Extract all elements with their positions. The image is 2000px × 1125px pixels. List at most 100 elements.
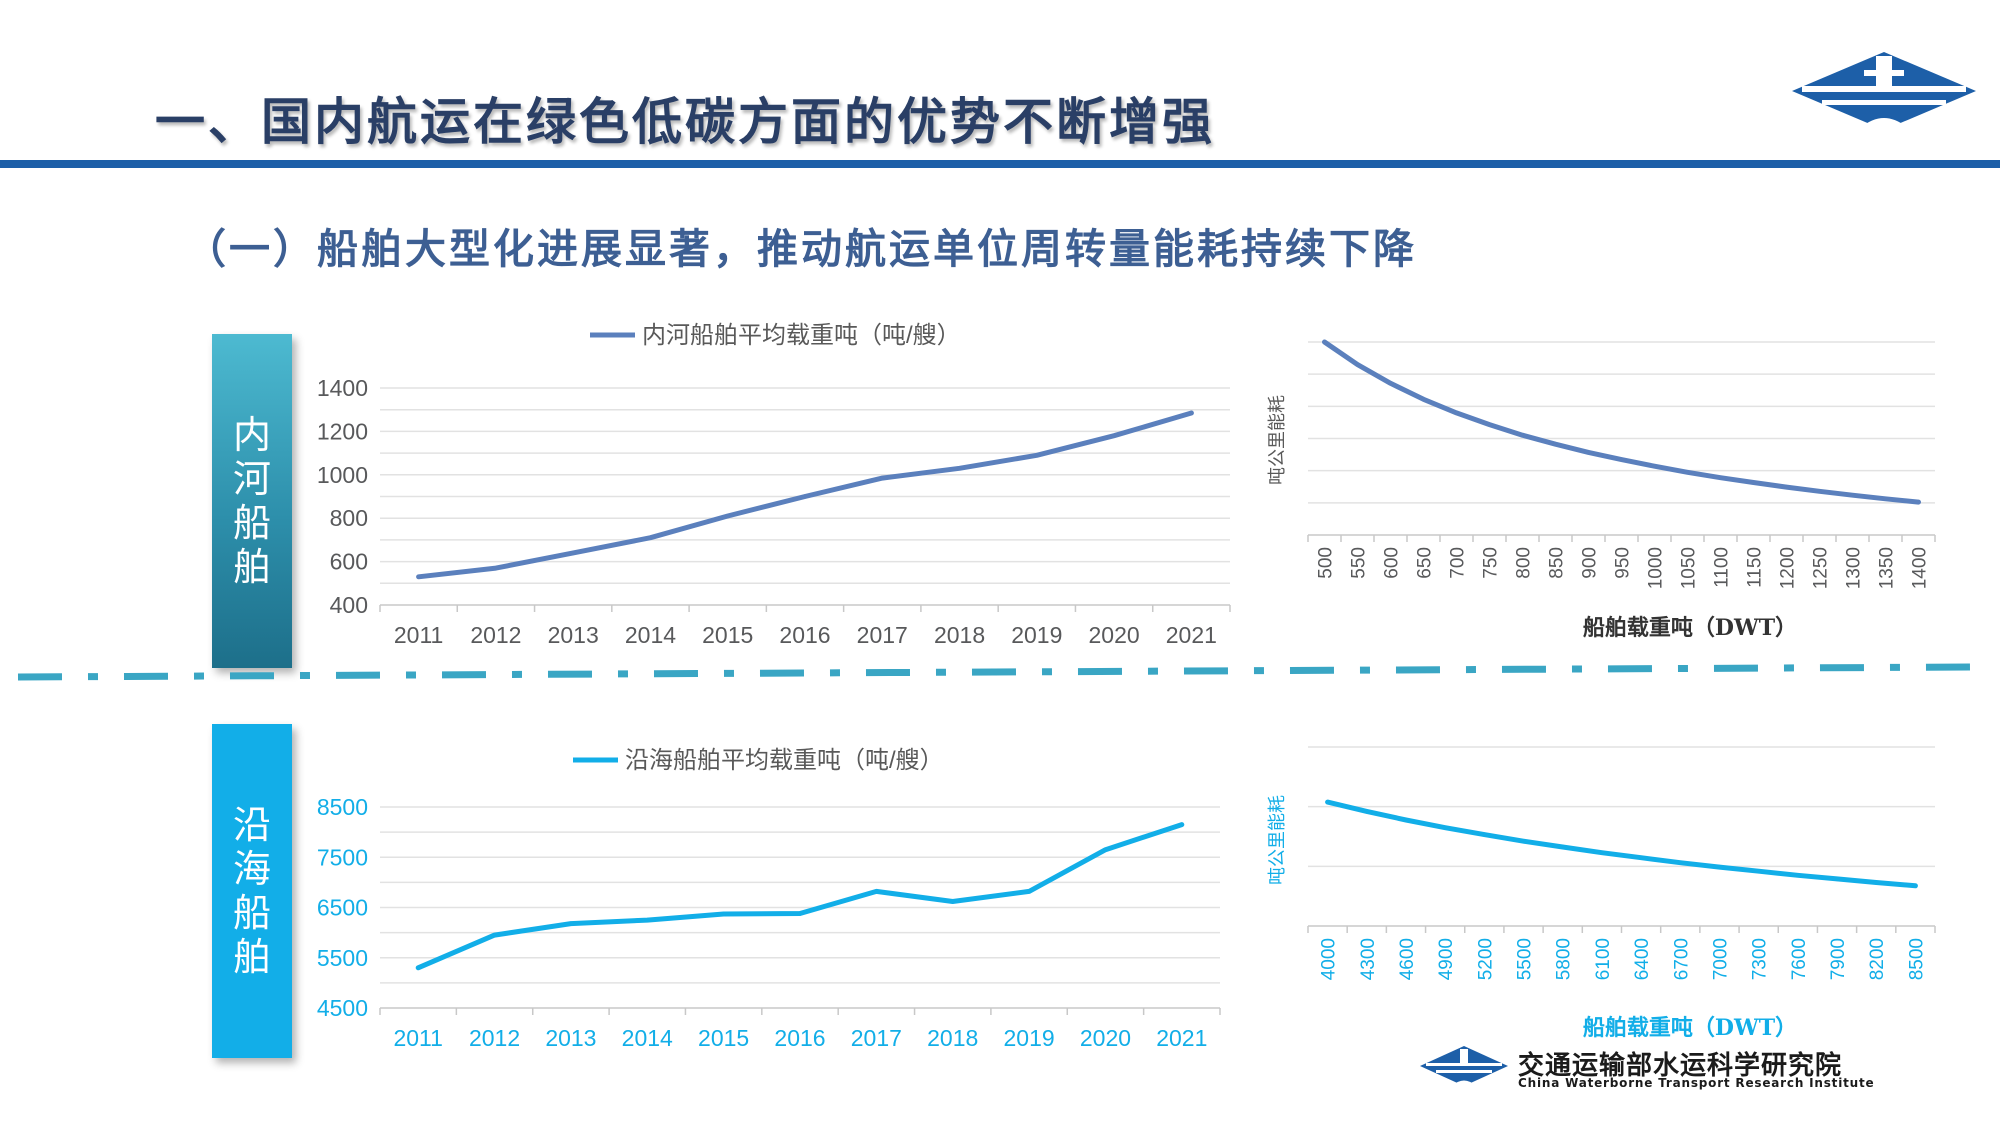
institute-name: 交通运输部水运科学研究院 xyxy=(1518,1051,1843,1081)
data-point xyxy=(721,911,726,917)
x-tick-label: 1400 xyxy=(1910,547,1931,589)
x-axis-label: 船舶载重吨（DWT） xyxy=(1583,615,1797,641)
data-point xyxy=(415,965,421,970)
x-tick-label: 8200 xyxy=(1867,938,1888,980)
data-point xyxy=(648,535,653,540)
x-tick-label: 1000 xyxy=(1646,547,1667,589)
institute-name-en: China Waterborne Transport Research Inst… xyxy=(1518,1076,1875,1090)
data-point xyxy=(1403,817,1409,823)
x-tick-label: 6700 xyxy=(1671,938,1692,980)
y-tick-label: 1200 xyxy=(317,418,368,444)
x-tick-label: 1100 xyxy=(1712,547,1733,588)
x-tick-label: 2011 xyxy=(394,622,443,648)
inland-label-char: 河 xyxy=(232,457,271,501)
data-point xyxy=(1913,883,1918,888)
x-tick-label: 8500 xyxy=(1906,938,1927,980)
x-tick-label: 2017 xyxy=(857,622,908,648)
y-tick-label: 1000 xyxy=(317,462,368,488)
y-tick-label: 1400 xyxy=(317,375,368,401)
data-point xyxy=(1817,489,1822,494)
data-point xyxy=(880,475,885,481)
x-tick-label: 2019 xyxy=(1011,622,1062,648)
data-point xyxy=(797,911,803,916)
x-tick-label: 1050 xyxy=(1679,547,1700,589)
x-tick-label: 800 xyxy=(1514,547,1535,579)
x-tick-label: 2021 xyxy=(1166,622,1217,648)
section-subtitle: （一）船舶大型化进展显著，推动航运单位周转量能耗持续下降 xyxy=(185,225,1417,273)
data-point xyxy=(1521,838,1526,844)
legend-label: 内河船舶平均载重吨（吨/艘） xyxy=(642,322,961,349)
y-axis-label: 吨公里能耗 xyxy=(1267,395,1288,485)
x-tick-label: 600 xyxy=(1382,547,1403,579)
data-point xyxy=(1322,339,1327,345)
data-point xyxy=(1442,825,1448,830)
x-tick-label: 2015 xyxy=(698,1025,749,1051)
x-tick-label: 2012 xyxy=(470,622,521,648)
data-point xyxy=(1784,484,1789,490)
data-point xyxy=(725,513,730,519)
data-point xyxy=(1026,889,1032,894)
data-point xyxy=(645,917,650,923)
x-tick-label: 2013 xyxy=(545,1025,596,1051)
x-tick-label: 4000 xyxy=(1319,938,1340,980)
data-point xyxy=(492,932,497,938)
data-point xyxy=(1619,457,1624,462)
x-tick-label: 1350 xyxy=(1877,547,1898,589)
inland-energy-chart: 吨公里能耗 船舶载重吨（DWT） 500 550 600 650 700 750 800 85… xyxy=(1267,339,1936,641)
x-tick-label: 5500 xyxy=(1515,938,1536,980)
data-point xyxy=(1325,799,1330,805)
coastal-label-char: 海 xyxy=(232,847,271,891)
coastal-label-char: 船 xyxy=(232,891,271,935)
data-point xyxy=(1388,381,1393,386)
x-tick-label: 2019 xyxy=(1004,1025,1055,1051)
data-point xyxy=(1355,362,1360,367)
data-point xyxy=(1718,475,1723,480)
section-separator xyxy=(17,663,1976,681)
y-tick-label: 6500 xyxy=(317,895,368,921)
inland-ships-label: 内 河 船 舶 xyxy=(212,334,292,668)
x-tick-label: 2016 xyxy=(779,622,830,648)
data-point xyxy=(1179,822,1185,827)
x-tick-label: 7300 xyxy=(1750,938,1771,980)
data-point xyxy=(950,899,955,904)
x-tick-label: 5200 xyxy=(1475,938,1496,980)
x-tick-label: 950 xyxy=(1613,547,1634,579)
x-tick-label: 2020 xyxy=(1080,1025,1131,1051)
coastal-dwt-chart: 沿海船舶平均载重吨（吨/艘） 4500 5500 6500 7500 8500 2011 2… xyxy=(317,747,1221,1051)
data-point xyxy=(416,574,421,579)
coastal-energy-chart: 吨公里能耗 船舶载重吨（DWT） 4000 4300 4600 4900 5200 550… xyxy=(1267,746,1936,1041)
x-tick-label: 4600 xyxy=(1397,938,1418,980)
x-tick-label: 2016 xyxy=(774,1025,825,1051)
inland-label-char: 舶 xyxy=(232,545,271,589)
x-tick-label: 4300 xyxy=(1358,938,1379,980)
x-tick-label: 550 xyxy=(1349,547,1370,579)
data-point xyxy=(1103,847,1108,852)
x-tick-label: 2012 xyxy=(469,1025,520,1051)
y-tick-label: 400 xyxy=(330,592,368,618)
x-tick-label: 650 xyxy=(1415,547,1436,579)
data-point xyxy=(1638,855,1644,860)
x-tick-label: 1200 xyxy=(1778,547,1799,589)
data-point xyxy=(1874,880,1879,885)
inland-label-char: 船 xyxy=(232,501,271,545)
x-tick-label: 7000 xyxy=(1710,938,1731,980)
inland-label-char: 内 xyxy=(232,413,271,457)
data-point xyxy=(1652,464,1657,469)
coastal-label-char: 沿 xyxy=(232,803,271,847)
data-point xyxy=(1678,860,1683,865)
inland-dwt-chart: 内河船舶平均载重吨（吨/艘） 400 600 800 1000 1200 1400 2011… xyxy=(317,322,1231,648)
data-point xyxy=(1756,868,1761,874)
x-tick-label: 7900 xyxy=(1828,938,1849,980)
y-tick-label: 5500 xyxy=(317,945,368,971)
data-point xyxy=(1795,873,1801,878)
data-point xyxy=(1586,450,1591,455)
data-point xyxy=(1685,470,1690,475)
data-point xyxy=(1560,844,1565,850)
x-tick-label: 2021 xyxy=(1156,1025,1207,1051)
x-tick-label: 6100 xyxy=(1593,938,1614,980)
data-point xyxy=(493,565,499,571)
x-tick-label: 2011 xyxy=(393,1025,442,1051)
data-point xyxy=(1189,410,1194,416)
data-point xyxy=(1717,864,1722,870)
x-tick-label: 750 xyxy=(1481,547,1502,579)
